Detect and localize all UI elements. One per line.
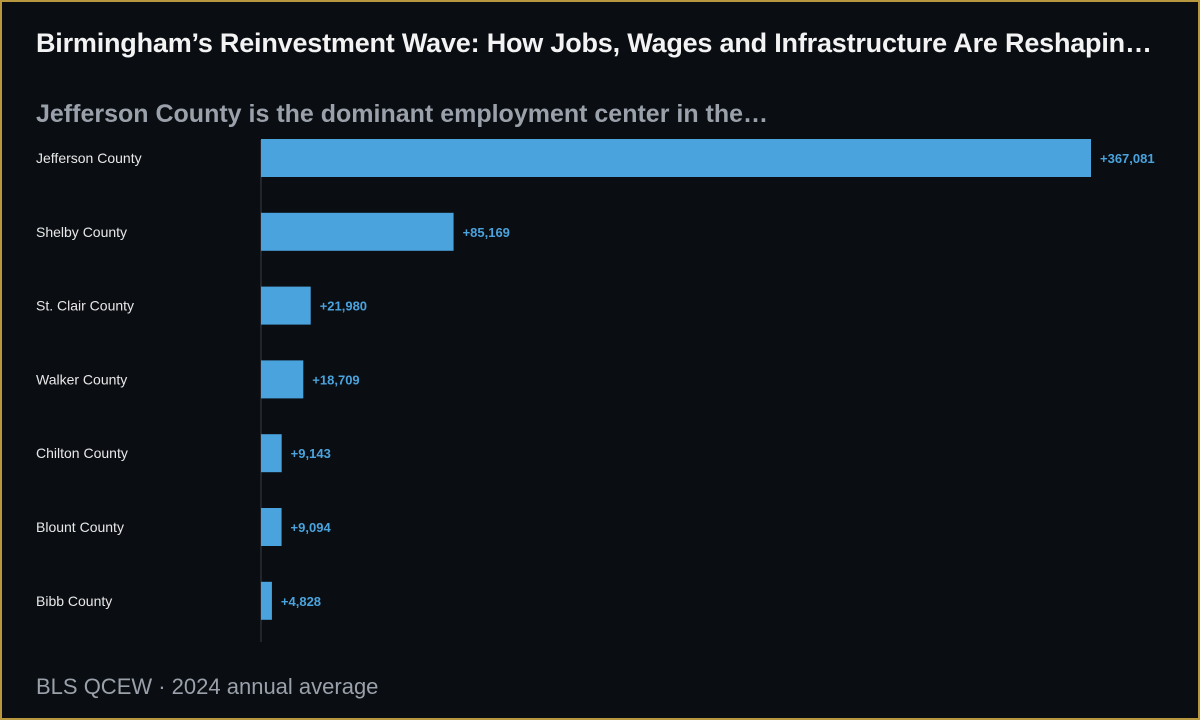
value-label: +9,143 xyxy=(291,446,331,461)
bar xyxy=(261,360,304,399)
value-label: +4,828 xyxy=(281,594,321,609)
category-label: Blount County xyxy=(36,519,124,535)
bar xyxy=(261,434,282,473)
category-label: Walker County xyxy=(36,371,127,387)
value-label: +18,709 xyxy=(312,372,359,387)
category-label: Jefferson County xyxy=(36,150,142,166)
bar xyxy=(261,581,272,620)
value-label: +21,980 xyxy=(320,299,367,314)
category-label: Chilton County xyxy=(36,445,128,461)
category-label: Shelby County xyxy=(36,224,127,240)
source-note: BLS QCEW · 2024 annual average xyxy=(36,674,379,699)
value-label: +85,169 xyxy=(463,225,510,240)
value-label: +367,081 xyxy=(1100,151,1155,166)
bar xyxy=(261,286,311,325)
bar xyxy=(261,139,1091,177)
category-label: St. Clair County xyxy=(36,298,134,314)
bar xyxy=(261,212,454,251)
bar xyxy=(261,508,282,546)
category-label: Bibb County xyxy=(36,593,112,609)
value-label: +9,094 xyxy=(291,520,332,535)
